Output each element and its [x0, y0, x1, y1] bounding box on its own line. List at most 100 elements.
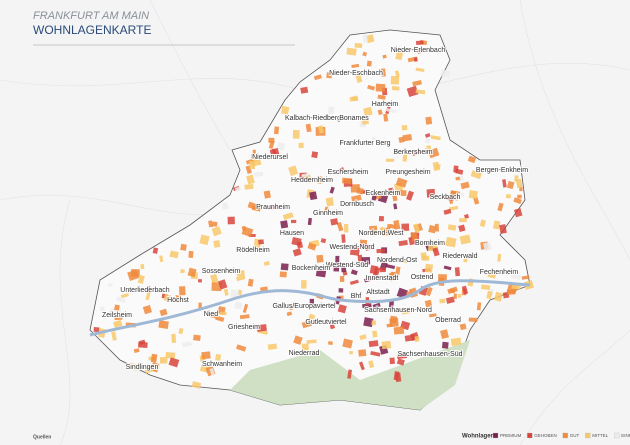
area-patch	[120, 293, 129, 299]
area-patch	[229, 289, 240, 299]
area-patch	[350, 269, 358, 276]
area-patch	[450, 337, 462, 347]
area-patch	[349, 279, 359, 286]
area-patch	[286, 311, 293, 317]
area-patch	[414, 335, 420, 343]
area-patch	[218, 279, 228, 290]
district-label: Eckenheim	[366, 190, 401, 197]
district-label: Frankfurter Berg	[340, 140, 391, 147]
district-label: Nordend-Ost	[377, 257, 417, 264]
area-patch	[93, 327, 100, 333]
area-patch	[412, 79, 422, 87]
area-patch	[137, 341, 148, 348]
district-label: Innenstadt	[366, 275, 399, 282]
area-patch	[351, 194, 362, 202]
area-patch	[267, 343, 278, 350]
area-patch	[467, 155, 477, 164]
area-patch	[440, 329, 449, 340]
area-patch	[351, 63, 360, 68]
district-label: Bornheim	[415, 240, 445, 247]
area-patch	[428, 224, 437, 234]
area-patch	[506, 289, 516, 296]
area-patch	[169, 250, 179, 259]
area-patch	[327, 106, 335, 115]
area-patch	[486, 290, 493, 300]
area-patch	[363, 317, 374, 328]
district-label: Sindlingen	[126, 364, 159, 371]
area-patch	[251, 154, 255, 159]
district-label: Seckbach	[430, 194, 461, 201]
area-patch	[280, 105, 290, 115]
area-patch	[234, 186, 241, 192]
area-patch	[383, 113, 389, 122]
district-label: Griesheim	[228, 324, 260, 331]
area-patch	[473, 196, 480, 205]
area-patch	[393, 326, 405, 335]
area-patch	[463, 258, 468, 263]
area-patch	[249, 161, 256, 169]
area-patch	[111, 331, 117, 341]
area-patch	[254, 171, 264, 177]
area-patch	[411, 148, 421, 156]
area-patch	[449, 205, 459, 211]
area-patch	[394, 149, 403, 155]
area-patch	[398, 308, 403, 313]
area-patch	[349, 246, 361, 256]
area-patch	[343, 223, 349, 233]
district-label: Ostend	[411, 274, 434, 281]
area-patch	[142, 304, 153, 315]
area-patch	[413, 223, 420, 233]
district-label: Sachsenhausen-Nord	[364, 307, 432, 314]
area-patch	[223, 288, 229, 296]
area-patch	[445, 196, 454, 201]
area-patch	[247, 278, 254, 287]
district-label: Dornbusch	[340, 201, 374, 208]
area-patch	[113, 319, 123, 329]
area-patch	[301, 343, 309, 351]
area-patch	[209, 313, 218, 319]
area-patch	[191, 381, 202, 389]
area-patch	[385, 263, 396, 270]
area-patch	[379, 267, 386, 273]
area-patch	[393, 203, 398, 210]
area-patch	[234, 301, 243, 310]
area-patch	[354, 42, 363, 49]
area-patch	[335, 255, 340, 265]
area-patch	[127, 362, 138, 371]
area-patch	[397, 353, 408, 359]
area-patch	[468, 317, 478, 323]
area-patch	[394, 70, 400, 78]
district-label: Preungesheim	[385, 169, 430, 176]
area-patch	[168, 357, 180, 368]
area-patch	[386, 223, 391, 233]
area-patch	[114, 316, 123, 321]
area-patch	[362, 34, 369, 43]
area-patch	[320, 238, 327, 244]
area-patch	[215, 315, 225, 322]
district-label: Praunheim	[256, 204, 290, 211]
area-patch	[455, 176, 461, 181]
area-patch	[428, 313, 437, 318]
area-patch	[247, 201, 258, 210]
area-patch	[342, 177, 352, 184]
area-patch	[372, 330, 378, 338]
residential-areas	[93, 34, 535, 389]
area-patch	[347, 369, 353, 379]
area-patch	[396, 358, 405, 366]
area-patch	[459, 234, 471, 245]
area-patch	[307, 313, 316, 324]
area-patch	[358, 349, 367, 357]
area-patch	[361, 256, 371, 265]
area-patch	[221, 201, 229, 210]
area-patch	[292, 248, 302, 257]
area-patch	[369, 225, 378, 235]
area-patch	[349, 350, 353, 355]
area-patch	[519, 186, 523, 192]
area-patch	[342, 338, 353, 349]
area-patch	[458, 224, 466, 232]
area-patch	[293, 335, 303, 345]
area-patch	[241, 225, 247, 232]
district-label: Fechenheim	[480, 269, 519, 276]
area-patch	[372, 302, 381, 309]
district-label: Bhf	[351, 293, 362, 300]
